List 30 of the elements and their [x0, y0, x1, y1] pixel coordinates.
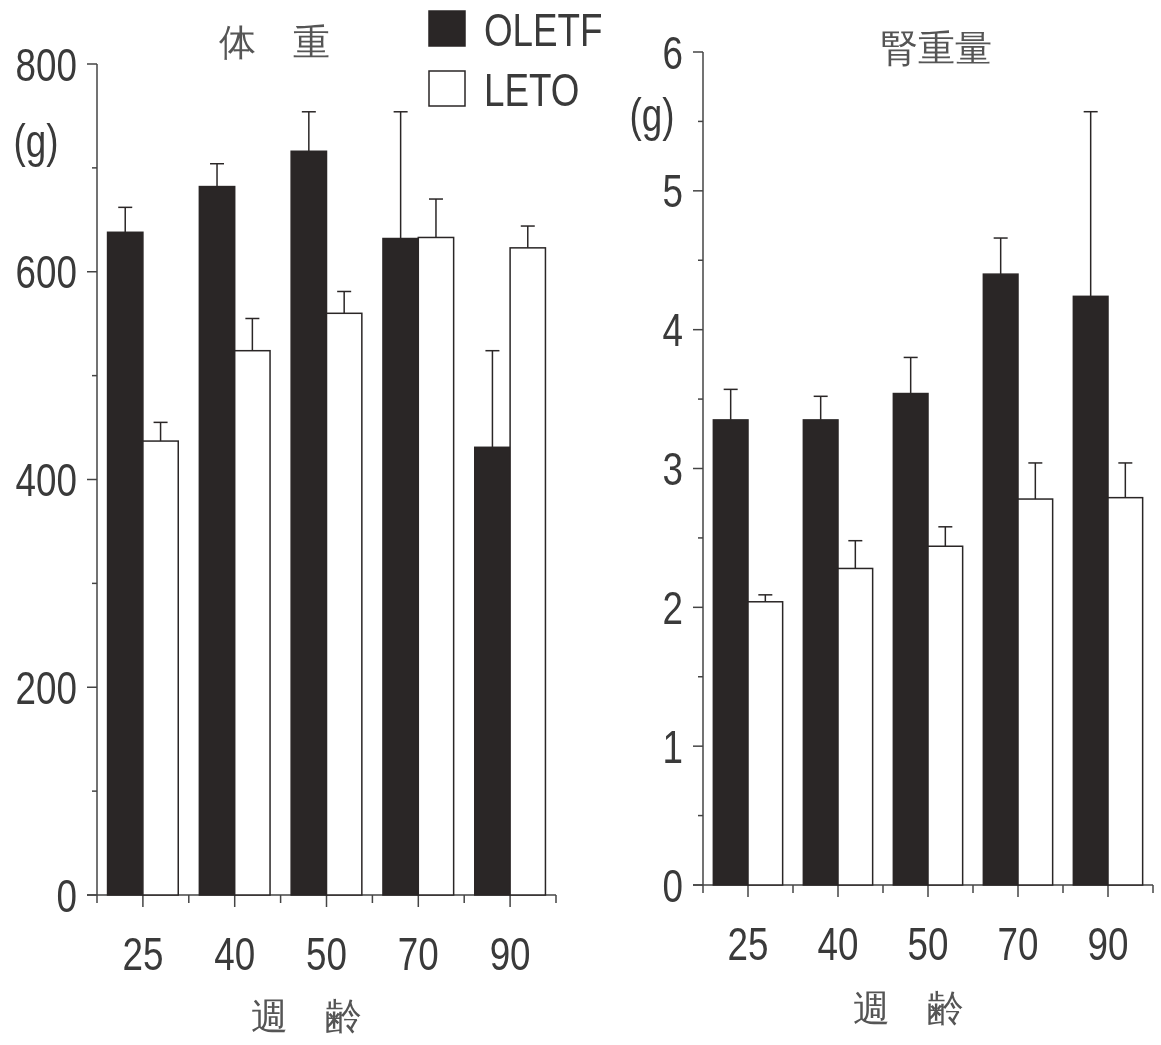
x-tick-label: 40 [214, 928, 256, 980]
legend-label: LETO [484, 63, 580, 116]
x-axis-title: 週 齢 [852, 987, 964, 1031]
x-tick-label: 50 [306, 928, 347, 980]
y-tick-label: 5 [662, 165, 683, 218]
chart-title: 体 重 [218, 21, 330, 65]
legend-label: OLETF [484, 3, 603, 56]
y-tick-label: 400 [15, 454, 77, 506]
y-tick-label: 1 [662, 720, 683, 773]
y-tick-label: 4 [662, 304, 683, 357]
y-tick-label: 2 [662, 581, 683, 634]
x-tick-label: 70 [997, 918, 1039, 970]
x-tick-label: 50 [907, 918, 949, 970]
x-tick-label: 70 [397, 928, 439, 980]
x-tick-label: 25 [122, 928, 164, 980]
y-tick-label: 3 [662, 443, 683, 495]
chart-title: 腎重量 [880, 27, 992, 71]
x-tick-label: 90 [489, 928, 531, 980]
x-tick-label: 90 [1087, 918, 1129, 970]
y-tick-label: 200 [15, 661, 77, 714]
y-axis-title: (g) [629, 88, 675, 141]
y-tick-label: 800 [15, 38, 77, 91]
y-tick-label: 6 [662, 26, 683, 79]
y-tick-label: 600 [15, 246, 77, 299]
x-tick-label: 25 [727, 918, 769, 970]
x-tick-label: 40 [817, 918, 859, 970]
y-tick-label: 0 [56, 869, 77, 922]
x-axis-title: 週 齢 [251, 995, 362, 1039]
y-axis-title: (g) [13, 114, 59, 167]
y-tick-label: 0 [662, 859, 683, 912]
